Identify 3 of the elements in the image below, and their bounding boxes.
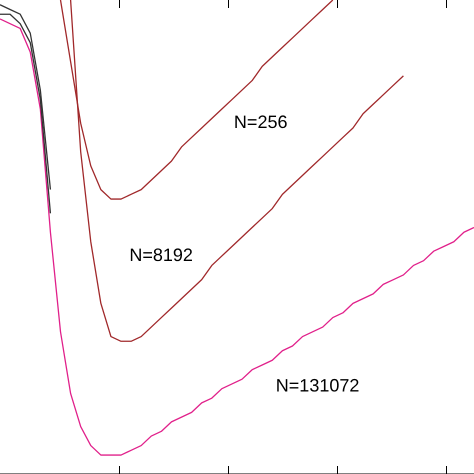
annotation: N=131072 [276, 375, 360, 396]
annotation: N=256 [234, 112, 288, 132]
annotation: N=8192 [129, 244, 193, 265]
